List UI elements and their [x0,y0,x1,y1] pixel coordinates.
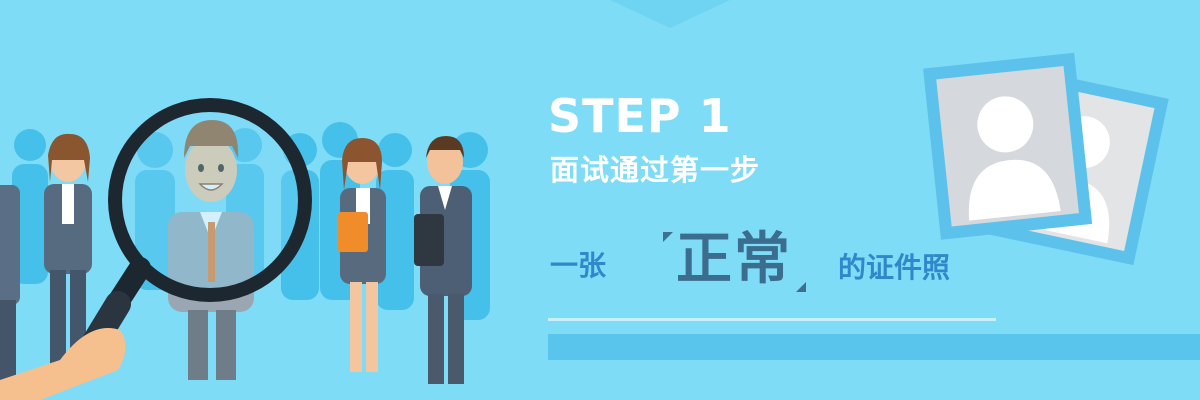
divider-line [548,318,996,321]
magnifying-glass-icon [0,98,312,400]
tagline-suffix: 的证件照 [838,251,951,284]
tagline: 一张 正常 的证件照 [548,226,1018,296]
recruitment-illustration [0,98,490,400]
footer-bar [548,334,1200,360]
person-woman-left [44,133,92,374]
tagline-prefix: 一张 [550,249,607,282]
subtitle: 面试通过第一步 [550,153,761,187]
person-man-tablet [414,136,472,384]
person-woman-folder [338,138,386,372]
step-label: STEP 1 [548,89,732,143]
id-photo-placeholder-icon [923,52,1169,266]
tagline-emphasis: 正常 [676,227,792,292]
bracket-corner-bottom-right [796,282,806,292]
background-triangle [610,0,730,28]
bracket-corner-top-left [663,232,673,242]
person-left-edge [0,185,20,380]
photo-frame-front [923,52,1093,240]
